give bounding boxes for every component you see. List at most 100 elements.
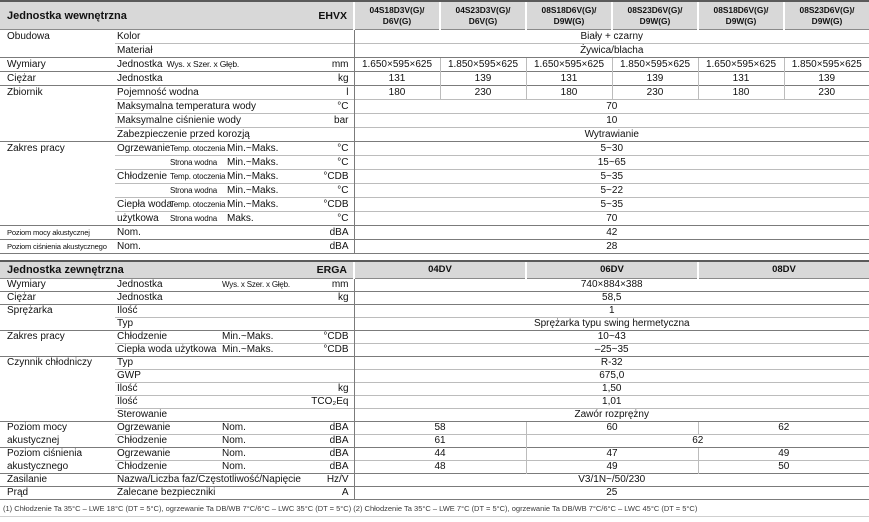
spec-value: Sprężarka typu swing hermetyczna (353, 317, 869, 331)
spec-value: 1,01 (353, 395, 869, 409)
spec-value: 131 (697, 71, 784, 86)
spec-value: 62 (525, 434, 869, 448)
model-column-header: 04DV (353, 260, 526, 279)
table-row: Poziom mocy akustycznej Nom. dBA 42 (0, 225, 869, 240)
row-unit: dBA (298, 421, 354, 435)
table-row: Ciepła wodaTemp. otoczenia Min.~Maks. °CDB… (0, 197, 869, 212)
row-unit (298, 369, 354, 383)
row-category: Poziom mocy (0, 421, 115, 435)
spec-value: 61 (353, 434, 526, 448)
row-label: GWP (115, 369, 298, 383)
series-code: EHVX (318, 9, 347, 22)
row-category: Zakres pracy (0, 141, 115, 156)
row-category (0, 44, 115, 58)
spec-value: 42 (353, 225, 869, 240)
table-row: Zabezpieczenie przed korozją Wytrawianie (0, 127, 869, 142)
row-label: użytkowa Strona wodna Maks. (115, 211, 298, 226)
row-unit: TCO₂Eq (298, 395, 354, 409)
row-unit: kg (298, 291, 354, 305)
spec-value: 1.650×595×625 (697, 57, 784, 72)
spec-value: Żywica/blacha (353, 43, 869, 58)
row-label: Strona wodna Min.~Maks. (115, 155, 298, 170)
row-label: Sterowanie (115, 408, 298, 422)
table-row: Czynnik chłodniczy Typ R-32 (0, 356, 869, 370)
model-column-header: 08S23D6V(G)/D9W(G) (611, 0, 698, 30)
row-label: Nazwa/Liczba faz/Częstotliwość/Napięcie (115, 473, 301, 487)
table-row: GWP 675,0 (0, 369, 869, 383)
table-row: Poziom ciśnienia akustycznego Nom. dBA 28 (0, 239, 869, 254)
row-label: Ciepła woda użytkowa Min.~Maks. (115, 343, 298, 357)
row-unit: °CDB (298, 169, 354, 184)
table-row: Chłodzenie Temp. otoczenia Min.~Maks. °CDB 5… (0, 169, 869, 184)
spec-value: 180 (697, 85, 784, 100)
row-label: Ciepła wodaTemp. otoczenia Min.~Maks. (115, 197, 298, 212)
row-category (0, 409, 115, 422)
spec-value: 139 (611, 71, 698, 86)
table-row: Typ Sprężarka typu swing hermetyczna (0, 317, 869, 331)
row-label: Typ (115, 317, 298, 331)
table-row: Ciężar Jednostka kg 58,5 (0, 291, 869, 305)
indoor-header-row: Jednostka wewnętrzna EHVX 04S18D3V(G)/D6V… (0, 0, 869, 30)
row-category: Zbiornik (0, 85, 115, 100)
row-category (0, 344, 115, 357)
row-unit: l (298, 85, 354, 100)
table-row: Prąd Zalecane bezpieczniki A 25 (0, 486, 869, 500)
table-row: Ciężar Jednostka kg 131 139 131 139 131 139 (0, 71, 869, 86)
row-unit: mm (298, 278, 354, 292)
spec-value: 60 (525, 421, 698, 435)
row-category: Prąd (0, 486, 115, 500)
row-category: Sprężarka (0, 304, 115, 318)
spec-value: 180 (353, 85, 440, 100)
spec-value: 180 (525, 85, 612, 100)
spec-value: 5~30 (353, 141, 869, 156)
spec-value: 1.650×595×625 (353, 57, 440, 72)
row-label: Ilość (115, 304, 298, 318)
row-category: Poziom mocy akustycznej (0, 225, 115, 240)
row-unit: °C (298, 141, 354, 156)
row-unit (298, 408, 354, 422)
row-unit (298, 127, 354, 142)
spec-value: Wytrawianie (353, 127, 869, 142)
series-code: ERGA (316, 264, 347, 276)
row-category: Ciężar (0, 71, 115, 86)
spec-value: R-32 (353, 356, 869, 370)
spec-value: 70 (353, 99, 869, 114)
spec-value: 10~43 (353, 330, 869, 344)
row-unit: dBA (298, 447, 354, 461)
row-label: Strona wodna Min.~Maks. (115, 183, 298, 198)
row-unit: dBA (298, 434, 354, 448)
spec-value: 1.650×595×625 (525, 57, 612, 72)
table-row: Maksymalne ciśnienie wody bar 10 (0, 113, 869, 128)
row-category (0, 170, 115, 184)
spec-value: 70 (353, 211, 869, 226)
table-row: Wymiary Jednostka Wys. x Szer. x Głęb. mm 1.… (0, 57, 869, 72)
spec-value: 58 (353, 421, 526, 435)
row-label: Chłodzenie Nom. (115, 434, 298, 448)
spec-value: 139 (439, 71, 526, 86)
spec-value: 58,5 (353, 291, 869, 305)
spec-value: Zawór rozprężny (353, 408, 869, 422)
model-column-header: 04S23D3V(G)/D6V(G) (439, 0, 526, 30)
spec-value: 44 (353, 447, 526, 461)
row-category (0, 100, 115, 114)
row-unit: mm (298, 57, 354, 72)
table-row: Zbiornik Pojemność wodna l 180 230 180 230 180 2… (0, 85, 869, 100)
spec-value: 1 (353, 304, 869, 318)
table-row: akustycznego Chłodzenie Nom. dBA 48 49 50 (0, 460, 869, 474)
row-unit: bar (298, 113, 354, 128)
spec-value: Biały + czarny (353, 29, 869, 44)
outdoor-section-title-cell: Jednostka zewnętrzna ERGA (0, 260, 354, 279)
row-label: Kolor (115, 29, 298, 44)
table-row: użytkowa Strona wodna Maks. °C 70 (0, 211, 869, 226)
row-unit: °CDB (298, 343, 354, 357)
row-label: Jednostka (115, 71, 298, 86)
table-row: Maksymalna temperatura wody °C 70 (0, 99, 869, 114)
spec-value: 1.850×595×625 (611, 57, 698, 72)
spec-value: 131 (525, 71, 612, 86)
spec-value: 230 (783, 85, 869, 100)
spec-value: 675,0 (353, 369, 869, 383)
row-category: Obudowa (0, 29, 115, 44)
row-category (0, 156, 115, 170)
row-label: Nom. (115, 239, 298, 254)
